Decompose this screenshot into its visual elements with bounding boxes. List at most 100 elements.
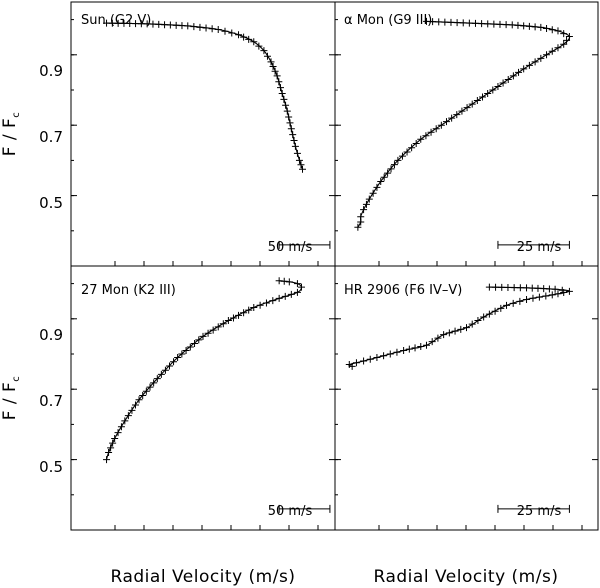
scale-bar-label-sun: 50 m/s bbox=[268, 240, 313, 255]
data-point-sun bbox=[282, 101, 290, 109]
data-point-alpha-mon bbox=[509, 72, 517, 80]
data-point-27-mon bbox=[229, 314, 237, 322]
data-point-alpha-mon bbox=[504, 75, 512, 83]
data-point-hr-2906 bbox=[422, 341, 430, 349]
data-point-sun bbox=[297, 161, 305, 169]
data-point-alpha-mon bbox=[484, 20, 492, 28]
data-point-27-mon bbox=[240, 309, 248, 317]
data-point-alpha-mon bbox=[373, 183, 381, 191]
data-point-hr-2906 bbox=[380, 352, 388, 360]
panel-title-27-mon: 27 Mon (K2 III) bbox=[81, 283, 176, 298]
data-point-hr-2906 bbox=[480, 313, 488, 321]
data-point-alpha-mon bbox=[458, 107, 466, 115]
ytick-label-bottom-0.5: 0.5 bbox=[39, 458, 63, 476]
scale-bar-label-alpha-mon: 25 m/s bbox=[517, 240, 562, 255]
data-point-hr-2906 bbox=[440, 331, 448, 339]
data-point-hr-2906 bbox=[523, 295, 531, 303]
data-point-hr-2906 bbox=[548, 291, 556, 299]
data-point-hr-2906 bbox=[542, 292, 550, 300]
data-point-27-mon bbox=[121, 417, 129, 425]
data-point-alpha-mon bbox=[398, 152, 406, 160]
data-point-alpha-mon bbox=[548, 47, 556, 55]
ytick-label-top-0.9: 0.9 bbox=[39, 62, 63, 80]
data-point-27-mon bbox=[219, 320, 227, 328]
ytick-label-top-0.7: 0.7 bbox=[39, 128, 63, 146]
data-point-hr-2906 bbox=[434, 334, 442, 342]
data-point-alpha-mon bbox=[360, 206, 368, 214]
data-point-hr-2906 bbox=[451, 327, 459, 335]
data-point-alpha-mon bbox=[537, 23, 545, 31]
data-point-alpha-mon bbox=[515, 68, 523, 76]
data-point-alpha-mon bbox=[380, 173, 388, 181]
data-point-27-mon bbox=[128, 406, 136, 414]
panel-frame-sun bbox=[70, 1, 336, 267]
data-point-hr-2906 bbox=[516, 297, 524, 305]
data-point-alpha-mon bbox=[565, 32, 573, 40]
data-point-hr-2906 bbox=[463, 324, 470, 332]
data-point-sun bbox=[278, 90, 286, 98]
data-point-27-mon bbox=[111, 434, 119, 442]
panel-title-alpha-mon: α Mon (G9 III) bbox=[344, 13, 432, 28]
data-point-hr-2906 bbox=[509, 299, 517, 307]
data-point-27-mon bbox=[256, 301, 264, 309]
data-point-alpha-mon bbox=[447, 18, 455, 26]
y-axis-title-bottom: F / Fc bbox=[0, 376, 22, 421]
data-point-alpha-mon bbox=[459, 19, 467, 27]
data-point-27-mon bbox=[135, 396, 143, 404]
data-point-27-mon bbox=[105, 449, 113, 457]
data-point-27-mon bbox=[287, 290, 295, 298]
data-point-sun bbox=[245, 35, 253, 43]
chart-marks bbox=[71, 17, 598, 530]
data-point-alpha-mon bbox=[427, 128, 435, 136]
data-point-hr-2906 bbox=[529, 294, 537, 302]
data-point-sun bbox=[235, 31, 243, 39]
data-point-hr-2906 bbox=[393, 348, 401, 356]
data-point-hr-2906 bbox=[428, 338, 436, 346]
data-point-27-mon bbox=[297, 283, 305, 291]
data-point-27-mon bbox=[124, 412, 132, 420]
data-point-27-mon bbox=[214, 323, 222, 331]
data-point-alpha-mon bbox=[499, 79, 507, 87]
data-point-alpha-mon bbox=[489, 86, 497, 94]
data-point-sun bbox=[269, 63, 277, 71]
data-point-sun bbox=[202, 24, 210, 32]
data-point-27-mon bbox=[174, 354, 182, 362]
data-point-hr-2906 bbox=[386, 350, 394, 358]
data-point-alpha-mon bbox=[403, 148, 411, 156]
data-point-27-mon bbox=[142, 387, 150, 395]
panel-title-hr-2906: HR 2906 (F6 IV–V) bbox=[344, 283, 462, 298]
data-point-27-mon bbox=[293, 288, 301, 296]
y-axis-title-top: F / Fc bbox=[0, 112, 22, 157]
data-point-sun bbox=[286, 119, 294, 127]
data-point-alpha-mon bbox=[422, 132, 430, 140]
data-point-alpha-mon bbox=[437, 121, 445, 129]
panel-frame-hr-2906 bbox=[334, 265, 599, 531]
data-point-27-mon bbox=[186, 343, 194, 351]
data-point-27-mon bbox=[262, 299, 270, 307]
data-point-27-mon bbox=[107, 444, 115, 452]
data-point-alpha-mon bbox=[357, 218, 365, 226]
data-point-alpha-mon bbox=[442, 118, 450, 126]
data-point-hr-2906 bbox=[400, 346, 408, 354]
data-point-27-mon bbox=[275, 294, 283, 302]
ytick-label-bottom-0.9: 0.9 bbox=[39, 326, 63, 344]
data-point-27-mon bbox=[281, 292, 289, 300]
data-point-27-mon bbox=[199, 332, 207, 340]
data-point-alpha-mon bbox=[429, 18, 437, 26]
data-point-hr-2906 bbox=[485, 310, 493, 318]
data-point-hr-2906 bbox=[445, 329, 453, 337]
data-point-alpha-mon bbox=[435, 18, 443, 26]
data-point-sun bbox=[287, 125, 295, 133]
ytick-label-bottom-0.7: 0.7 bbox=[39, 392, 63, 410]
data-point-alpha-mon bbox=[365, 195, 373, 203]
data-point-alpha-mon bbox=[408, 144, 416, 152]
bisector-line-sun bbox=[106, 22, 304, 170]
data-point-hr-2906 bbox=[373, 354, 381, 362]
data-point-alpha-mon bbox=[471, 19, 479, 27]
data-point-alpha-mon bbox=[531, 58, 539, 66]
data-point-hr-2906 bbox=[565, 287, 573, 295]
data-point-27-mon bbox=[131, 401, 139, 409]
data-point-alpha-mon bbox=[412, 140, 420, 148]
data-point-hr-2906 bbox=[554, 290, 562, 298]
